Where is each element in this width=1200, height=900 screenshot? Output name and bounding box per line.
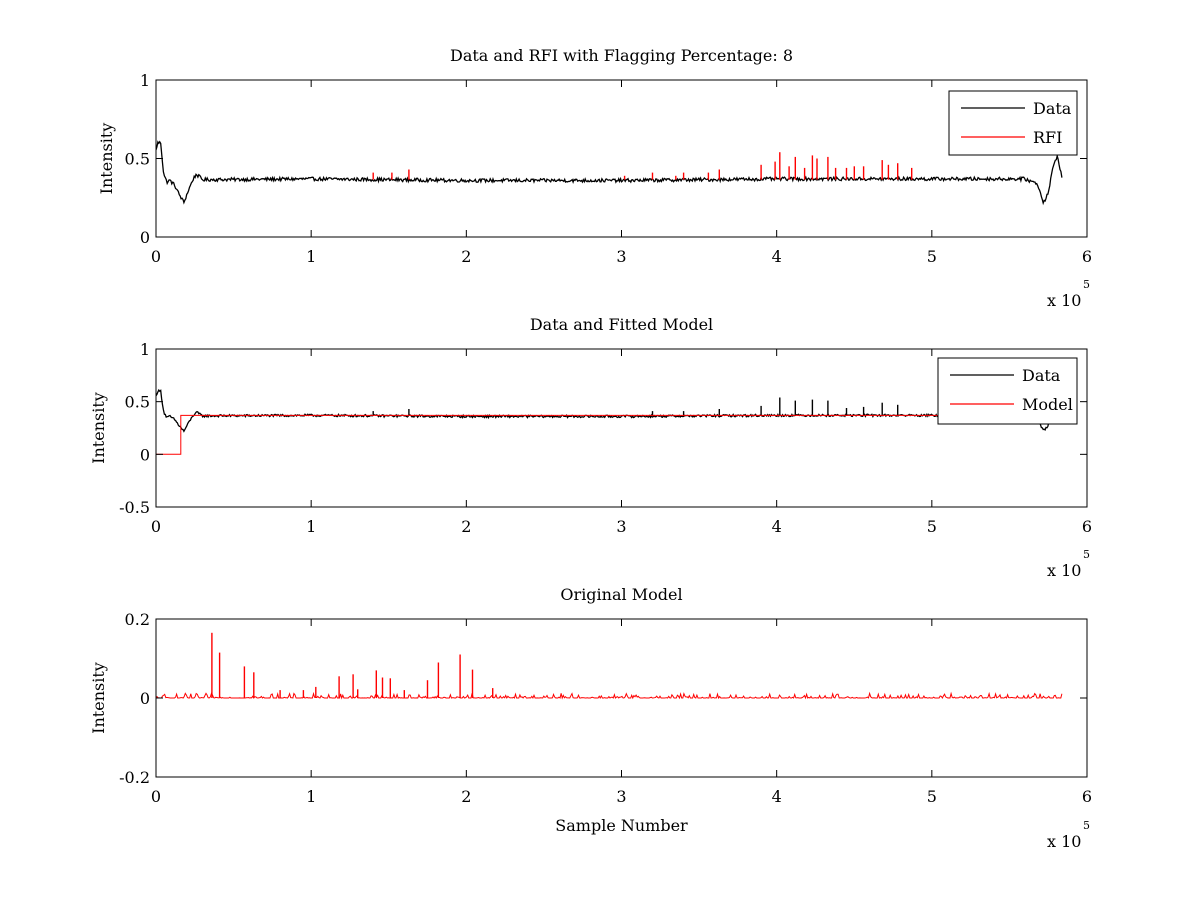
x-tick-label: 4 xyxy=(772,787,782,806)
plot-series-group xyxy=(156,388,1063,455)
x-tick-label: 6 xyxy=(1082,247,1092,266)
x-exponent-label: x 10 xyxy=(1047,832,1081,851)
x-tick-label: 4 xyxy=(772,517,782,536)
series-line-data xyxy=(156,140,1063,206)
y-tick-label: 0.5 xyxy=(125,393,150,412)
x-tick-label: 3 xyxy=(616,787,626,806)
plot-area xyxy=(156,80,1087,237)
x-tick-label: 2 xyxy=(461,787,471,806)
legend-label: Data xyxy=(1033,99,1072,118)
y-tick-label: 1 xyxy=(140,340,150,359)
panel-title: Original Model xyxy=(560,585,682,604)
y-axis-label: Intensity xyxy=(89,392,108,464)
y-tick-label: 0.5 xyxy=(125,150,150,169)
x-tick-label: 1 xyxy=(306,517,316,536)
legend-label: Model xyxy=(1022,395,1073,414)
legend-label: Data xyxy=(1022,366,1061,385)
x-exponent-power: 5 xyxy=(1083,278,1090,291)
x-tick-label: 3 xyxy=(616,517,626,536)
y-axis-label: Intensity xyxy=(89,662,108,734)
series-line-baseline xyxy=(156,691,1063,700)
legend-box xyxy=(937,357,1078,425)
panel-title: Data and Fitted Model xyxy=(530,315,713,334)
x-exponent-power: 5 xyxy=(1083,819,1090,832)
x-exponent-label: x 10 xyxy=(1047,561,1081,580)
x-tick-label: 5 xyxy=(927,247,937,266)
y-tick-label: 0 xyxy=(140,445,150,464)
x-tick-label: 3 xyxy=(616,247,626,266)
panel-title: Data and RFI with Flagging Percentage: 8 xyxy=(450,46,793,65)
x-tick-label: 1 xyxy=(306,787,316,806)
x-tick-label: 6 xyxy=(1082,517,1092,536)
x-tick-label: 0 xyxy=(151,787,161,806)
x-tick-label: 5 xyxy=(927,787,937,806)
x-tick-label: 4 xyxy=(772,247,782,266)
x-axis-label: Sample Number xyxy=(555,816,688,835)
x-tick-label: 0 xyxy=(151,247,161,266)
series-line-model xyxy=(156,414,1063,455)
plot-area xyxy=(156,349,1087,507)
legend: Data RFI xyxy=(948,90,1078,156)
y-tick-label: 1 xyxy=(140,71,150,90)
x-tick-label: 1 xyxy=(306,247,316,266)
y-tick-label: 0 xyxy=(140,228,150,247)
plot-series-group xyxy=(156,632,1063,700)
x-tick-label: 5 xyxy=(927,517,937,536)
x-tick-label: 2 xyxy=(461,517,471,536)
plot-series-group xyxy=(156,140,1063,206)
y-tick-label: 0 xyxy=(140,689,150,708)
y-axis-label: Intensity xyxy=(97,123,116,195)
x-exponent-label: x 10 xyxy=(1047,291,1081,310)
y-tick-label: 0.2 xyxy=(125,610,150,629)
legend-box xyxy=(948,90,1078,156)
legend: Data Model xyxy=(937,357,1078,425)
x-tick-label: 6 xyxy=(1082,787,1092,806)
x-exponent-power: 5 xyxy=(1083,548,1090,561)
x-tick-label: 0 xyxy=(151,517,161,536)
y-tick-label: -0.2 xyxy=(119,768,150,787)
y-tick-label: -0.5 xyxy=(119,498,150,517)
x-tick-label: 2 xyxy=(461,247,471,266)
legend-label: RFI xyxy=(1033,128,1062,147)
